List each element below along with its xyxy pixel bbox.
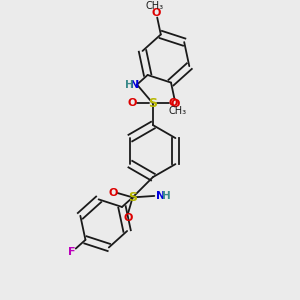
Text: O: O (128, 98, 137, 108)
Text: O: O (124, 213, 133, 223)
Text: CH₃: CH₃ (168, 106, 186, 116)
Text: CH₃: CH₃ (146, 1, 164, 10)
Text: O: O (109, 188, 118, 198)
Text: S: S (128, 191, 137, 204)
Text: O: O (152, 8, 161, 18)
Text: S: S (148, 97, 158, 110)
Text: N: N (130, 80, 139, 90)
Text: O: O (169, 98, 178, 108)
Text: N: N (156, 191, 165, 201)
Text: O: O (171, 99, 180, 110)
Text: H: H (162, 191, 171, 201)
Text: H: H (125, 80, 134, 90)
Text: F: F (68, 247, 76, 257)
